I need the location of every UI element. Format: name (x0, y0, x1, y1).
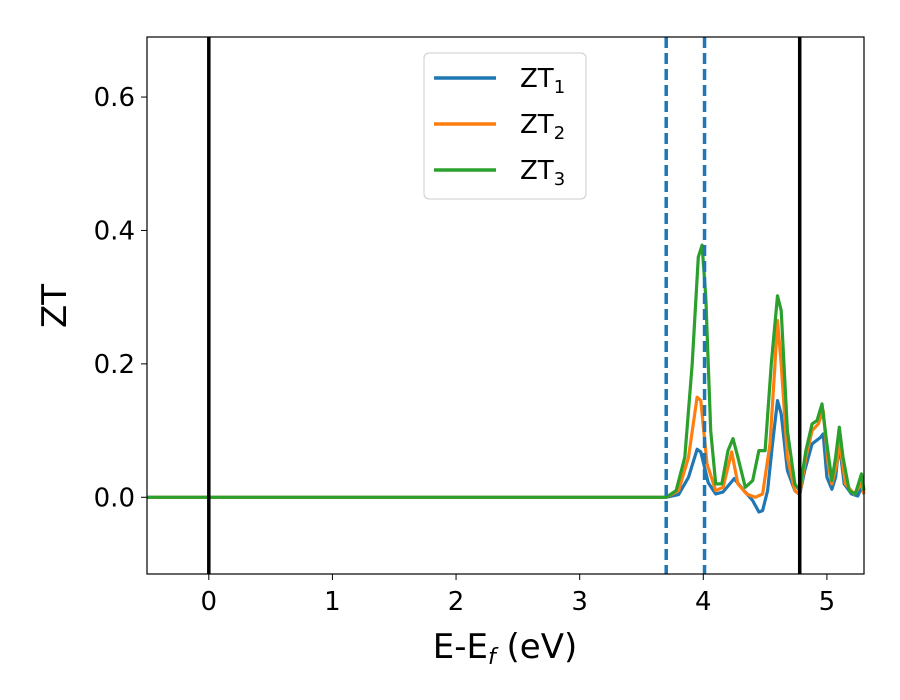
legend-label-1: ZT1 (520, 64, 565, 98)
x-axis-label-sub: f (488, 645, 499, 670)
x-tick-label: 4 (695, 587, 712, 617)
x-axis-label-suffix: (eV) (496, 627, 578, 667)
series-line-3 (147, 243, 866, 499)
x-axis-ticks: 0 1 2 3 4 5 (201, 574, 836, 617)
legend-label-3: ZT3 (520, 156, 565, 190)
plot-frame (146, 36, 865, 575)
y-tick-label: 0.2 (94, 350, 135, 380)
legend-label-2: ZT2 (520, 110, 565, 144)
y-tick-label: 0.6 (94, 83, 135, 113)
vline-layer (207, 37, 802, 574)
x-tick-label: 5 (819, 587, 836, 617)
x-tick-label: 2 (448, 587, 465, 617)
x-tick-label: 0 (201, 587, 218, 617)
legend-box (423, 52, 587, 200)
y-axis-label: ZT (35, 284, 75, 328)
y-axis-ticks: 0.0 0.2 0.4 0.6 (94, 83, 147, 513)
x-tick-label: 1 (324, 587, 341, 617)
legend: ZT1 ZT2 ZT3 (423, 52, 587, 200)
x-axis-label-main: E-E (433, 627, 488, 667)
y-tick-label: 0.0 (94, 483, 135, 513)
x-tick-label: 3 (571, 587, 588, 617)
x-axis-label: E-Ef (eV) (433, 627, 578, 670)
y-tick-label: 0.4 (94, 216, 135, 246)
